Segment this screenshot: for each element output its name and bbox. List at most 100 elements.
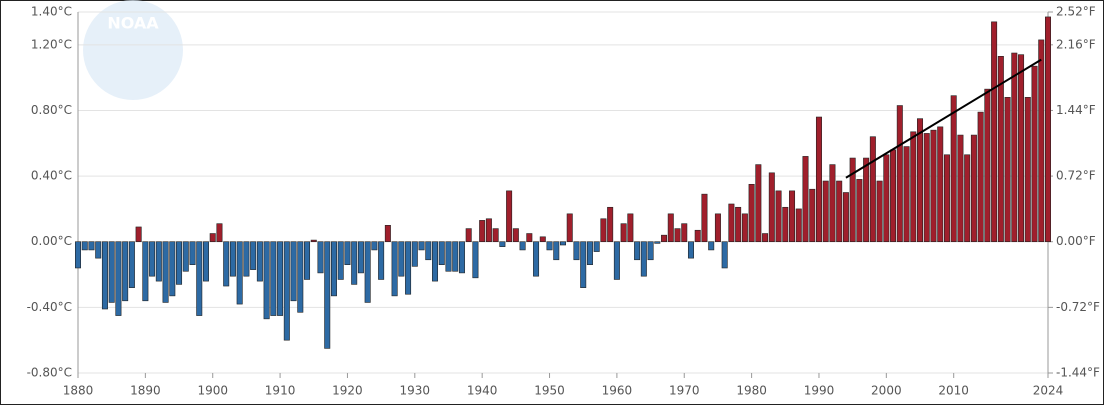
bar [984,88,991,243]
y2-tick-label: 0.72°F [1056,169,1096,183]
bar [789,190,796,243]
y-tick-label: 1.40°C [31,5,72,19]
bar [681,223,688,243]
bar [782,206,789,243]
bar [142,241,149,302]
bar [378,241,385,280]
bar [189,241,196,266]
bar [964,154,971,243]
bar [613,241,620,280]
bar [216,223,223,243]
bar [863,157,870,243]
bar [795,208,802,243]
bar [842,192,849,243]
bar [741,213,748,243]
bar [1031,65,1038,243]
bar [371,241,378,251]
bar [687,241,694,259]
bar [182,241,189,272]
bar [115,241,122,316]
bar [768,172,775,243]
bar [344,241,351,266]
bar [162,241,169,303]
bar [122,241,129,302]
x-tick-label: 1940 [467,384,498,398]
bar [903,146,910,243]
bar [950,95,957,243]
bar [708,241,715,251]
x-tick-label: 1960 [602,384,633,398]
bar [135,226,142,243]
x-tick-label: 1990 [804,384,835,398]
bar [647,241,654,261]
bar [957,134,964,243]
bar [297,241,304,313]
bar [324,241,331,349]
bar [499,241,506,247]
bar [876,180,883,243]
y2-tick-label: 2.52°F [1056,5,1096,19]
x-tick-label: 2010 [938,384,969,398]
x-tick-label: 1910 [265,384,296,398]
x-tick-label: 1880 [63,384,94,398]
bar [802,156,809,243]
bar [1004,97,1011,243]
bar [485,218,492,243]
x-tick-label: 1920 [332,384,363,398]
bar [169,241,176,297]
bar [452,241,459,272]
bar [815,116,822,243]
bar [917,118,924,243]
bar [593,241,600,252]
y2-tick-label: -1.44°F [1056,366,1100,380]
bar [277,241,284,316]
x-tick-label: 1900 [197,384,228,398]
y-tick-label: 0.00°C [31,234,72,248]
y2-tick-label: 1.44°F [1056,103,1096,117]
bar [458,241,465,274]
bar [418,241,425,251]
bar [620,223,627,243]
bar [512,228,519,243]
y-tick-label: 1.20°C [31,37,72,51]
bar [391,241,398,297]
bar [209,233,216,243]
bar [580,241,587,288]
bar [1011,52,1018,243]
bar [856,179,863,243]
y-tick-label: -0.80°C [27,366,72,380]
bar [1038,39,1045,243]
bar [472,241,479,279]
bar [997,56,1004,243]
bar [337,241,344,280]
bar [721,241,728,269]
bar [566,213,573,243]
bar [88,241,95,251]
bar [674,228,681,243]
bar [250,241,257,270]
bar [809,188,816,243]
bar [735,206,742,243]
bar [883,154,890,243]
bar [357,241,364,274]
bar [229,241,236,277]
bar [1018,54,1025,243]
bar [640,241,647,277]
bar [128,241,135,288]
bar [492,228,499,243]
bar [479,220,486,243]
y2-tick-label: 2.16°F [1056,37,1096,51]
bar [553,241,560,261]
bar [351,241,358,285]
bar [304,241,311,280]
bar [236,241,243,305]
bar [465,228,472,243]
bar [438,241,445,266]
bar [991,21,998,243]
bar [849,157,856,243]
bar [627,213,634,243]
bar [546,241,553,251]
x-tick-label: 1930 [400,384,431,398]
bar [600,218,607,243]
